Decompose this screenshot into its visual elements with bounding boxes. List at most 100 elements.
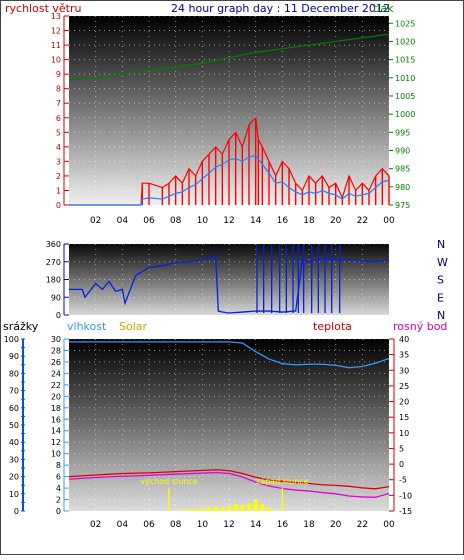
sunrise-label: východ slunce: [140, 477, 197, 486]
dewpoint-label: rosný bod: [393, 320, 447, 333]
direction-degree-tick-label: 180: [46, 276, 61, 285]
climate-time-tick-label: 16: [277, 520, 289, 530]
humidity-tick-label: 18: [51, 404, 61, 413]
temperature-tick-label: 10: [399, 429, 409, 438]
solar-bar: [267, 507, 271, 511]
humidity-tick-label: 30: [51, 335, 61, 344]
wind-average-line: [69, 154, 390, 206]
wind-time-tick-label: 18: [303, 216, 315, 226]
climate-time-tick-label: 12: [223, 520, 234, 530]
temperature-tick-label: 0: [399, 460, 404, 469]
solar-bar: [173, 510, 178, 511]
rain-tick-label: 50: [9, 421, 19, 430]
direction-degree-axis: 0 90 180 270 360: [46, 240, 69, 320]
pressure-tick-label: 980: [395, 183, 410, 192]
pressure-tick-label: 975: [395, 201, 410, 210]
rain-tick-label: 60: [9, 404, 19, 413]
humidity-tick-label: 8: [56, 461, 61, 470]
rain-tick-label: 70: [9, 387, 19, 396]
wind-time-tick-label: 12: [223, 216, 234, 226]
pressure-tick-label: 1025: [395, 19, 415, 28]
wind-speed-tick-label: 5: [56, 128, 61, 137]
temperature-tick-label: 40: [399, 335, 409, 344]
wind-time-tick-label: 14: [250, 216, 262, 226]
rain-tick-label: 20: [9, 473, 19, 482]
climate-time-axis: 02 04 06 08 10 12 14 16 18 20 22 00: [90, 520, 395, 530]
wind-speed-tick-label: 13: [51, 12, 61, 21]
wind-time-tick-label: 02: [90, 216, 101, 226]
temperature-label: teplota: [313, 320, 352, 333]
wind-speed-label: rychlost větru: [5, 2, 81, 15]
wind-time-tick-label: 10: [197, 216, 209, 226]
humidity-tick-label: 10: [51, 450, 61, 459]
humidity-tick-label: 12: [51, 438, 61, 447]
solar-bar: [200, 508, 205, 511]
wind-time-tick-label: 20: [330, 216, 342, 226]
wind-speed-tick-label: 0: [56, 201, 61, 210]
climate-time-tick-label: 14: [250, 520, 262, 530]
wind-series: [68, 33, 390, 206]
pressure-tick-label: 995: [395, 128, 410, 137]
climate-time-tick-label: 10: [197, 520, 209, 530]
humidity-tick-label: 6: [56, 473, 61, 482]
chart-title: 24 hour graph day : 11 December 2012: [171, 2, 390, 15]
pressure-line: [68, 33, 390, 81]
humidity-line: [69, 341, 390, 369]
solar-bar: [213, 506, 218, 511]
temperature-tick-label: -10: [399, 491, 412, 500]
rain-axis: 0 10 20 30 40 50 60 70 80 90 100: [4, 335, 25, 516]
rain-tick-label: 100: [4, 335, 19, 344]
pressure-label: tlak: [373, 2, 394, 15]
wind-time-tick-label: 22: [357, 216, 368, 226]
wind-time-tick-label: 08: [170, 216, 182, 226]
humidity-tick-label: 26: [51, 358, 61, 367]
temperature-tick-label: 30: [399, 366, 409, 375]
wind-time-tick-label: 00: [383, 216, 395, 226]
pressure-tick-label: 1010: [395, 74, 415, 83]
wind-speed-tick-label: 6: [56, 114, 61, 123]
direction-compass-label: S: [437, 274, 444, 287]
pressure-tick-label: 990: [395, 146, 410, 155]
wind-speed-tick-label: 11: [51, 41, 61, 50]
solar-label: Solar: [119, 320, 148, 333]
solar-bar: [227, 506, 231, 511]
climate-time-tick-label: 06: [143, 520, 155, 530]
pressure-tick-label: 1005: [395, 92, 415, 101]
direction-compass-label: N: [437, 309, 445, 322]
sunset-label: západ slunce: [256, 477, 309, 486]
pressure-tick-label: 985: [395, 165, 410, 174]
pressure-tick-label: 1020: [395, 37, 415, 46]
humidity-tick-label: 28: [51, 346, 61, 355]
solar-bar: [187, 509, 191, 511]
rain-tick-label: 80: [9, 369, 19, 378]
humidity-tick-label: 2: [56, 496, 61, 505]
wind-gust-line: [69, 116, 390, 206]
temperature-tick-label: 25: [399, 382, 409, 391]
rain-tick-label: 90: [9, 352, 19, 361]
solar-bar: [233, 504, 238, 511]
humidity-label: vlhkost: [67, 320, 107, 333]
climate-series: [68, 341, 390, 511]
temperature-tick-label: 5: [399, 444, 404, 453]
wind-time-tick-label: 06: [143, 216, 155, 226]
humidity-tick-label: 24: [51, 369, 61, 378]
wind-time-axis: 02 04 06 08 10 12 14 16 18 20 22 00: [90, 216, 395, 226]
wind-time-tick-label: 04: [117, 216, 129, 226]
direction-compass-label: E: [437, 291, 444, 304]
direction-compass-label: W: [437, 256, 448, 269]
climate-time-tick-label: 00: [383, 520, 395, 530]
solar-bar: [207, 507, 211, 511]
pressure-axis: 975 980 985 990 995 1000 1005 1010 1015 1020 1025: [389, 19, 415, 210]
pressure-tick-label: 1015: [395, 56, 415, 65]
humidity-tick-label: 22: [51, 381, 61, 390]
direction-degree-tick-label: 270: [46, 258, 61, 267]
solar-bar: [220, 507, 225, 511]
wind-speed-tick-label: 2: [56, 172, 61, 181]
humidity-tick-label: 14: [51, 427, 61, 436]
climate-time-tick-label: 02: [90, 520, 101, 530]
solar-bar: [273, 509, 278, 511]
